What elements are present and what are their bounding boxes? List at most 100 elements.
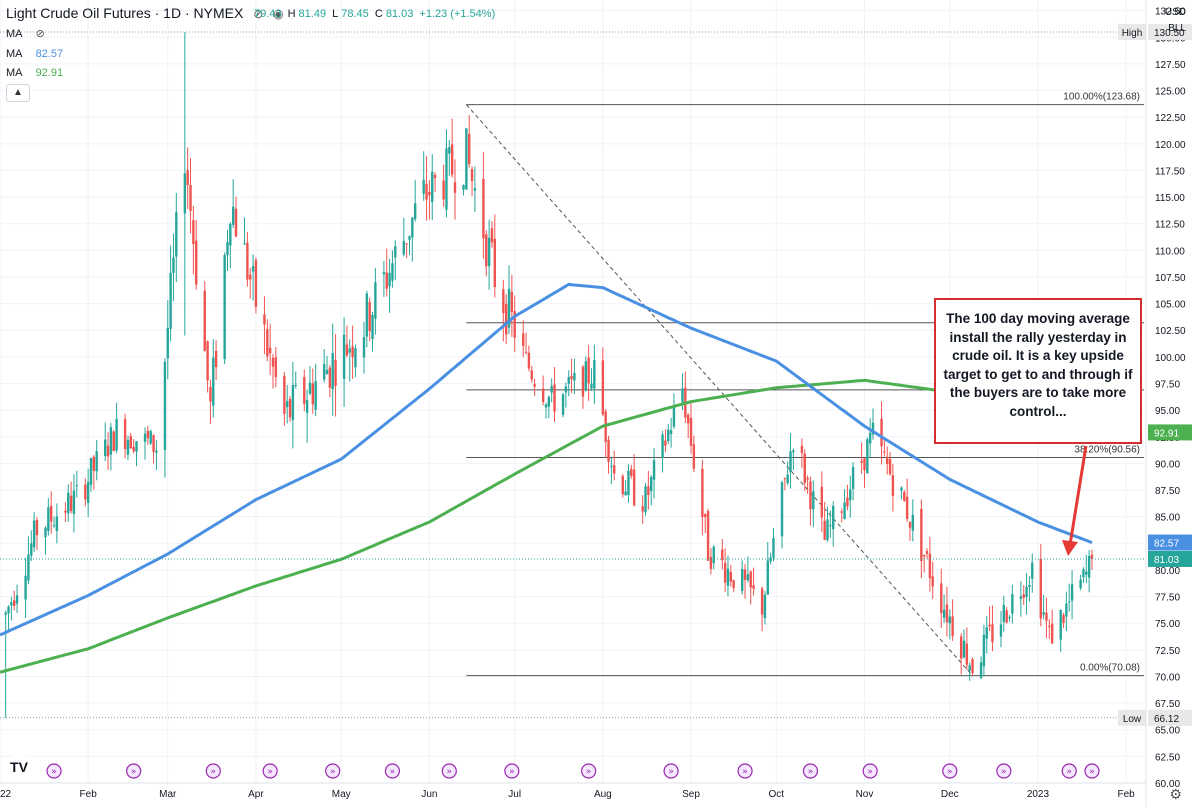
y-tick-label: 110.00 — [1155, 246, 1185, 257]
x-tick-label: Nov — [856, 789, 874, 800]
candle-body — [749, 571, 752, 588]
candle-body — [72, 490, 76, 514]
hidden-eye-icon[interactable]: ⊘ — [35, 28, 45, 40]
candle-body — [704, 514, 707, 518]
candle-body — [7, 606, 10, 614]
candle-body — [229, 223, 232, 246]
candle-body — [849, 489, 852, 501]
eye-icon[interactable]: ◉ — [273, 7, 284, 21]
candle-body — [422, 179, 425, 194]
symbol-title[interactable]: Light Crude Oil Futures · 1D · NYMEX — [6, 5, 244, 21]
candle-body — [627, 471, 630, 496]
candle-body — [979, 662, 983, 679]
candle-body — [243, 243, 246, 245]
ma200-line — [0, 378, 1093, 674]
candle-body — [644, 486, 647, 513]
tradingview-logo-icon[interactable]: TV — [6, 754, 32, 780]
candle-body — [1065, 603, 1068, 617]
event-marker-icon — [384, 763, 401, 779]
price-tag-value: 130.50 — [1154, 28, 1185, 39]
candle-body — [871, 422, 875, 435]
gear-icon[interactable]: ⚙ — [1169, 786, 1182, 802]
candle-body — [607, 439, 610, 462]
candle-body — [999, 624, 1003, 637]
candle-body — [985, 627, 988, 639]
candle-body — [371, 314, 374, 340]
candle-body — [968, 665, 971, 671]
candle-body — [155, 450, 158, 453]
candle-body — [92, 456, 96, 471]
x-tick-label: Apr — [248, 789, 264, 800]
candle-body — [314, 381, 317, 410]
flag-icon[interactable]: ⊘ — [253, 7, 264, 21]
close-value: 81.03 — [385, 8, 414, 20]
candle-body — [965, 643, 969, 665]
candle-body — [223, 254, 226, 360]
candle-body — [786, 474, 789, 484]
y-tick-label: 87.50 — [1155, 486, 1180, 497]
candle-body — [880, 418, 883, 447]
collapse-legend-button[interactable]: ▲ — [6, 84, 30, 102]
candle-body — [840, 511, 843, 513]
candle-body — [533, 383, 536, 387]
x-tick-label: Dec — [941, 789, 959, 800]
candle-body — [462, 185, 465, 190]
arrow-head — [1062, 540, 1078, 556]
candle-body — [195, 240, 198, 285]
candle-body — [942, 609, 946, 618]
candle-body — [186, 170, 189, 186]
candle-body — [328, 367, 332, 388]
candle-body — [886, 456, 889, 465]
indicator-row-ma-hidden[interactable]: MA ⊘ — [6, 27, 45, 40]
candle-body — [686, 414, 690, 424]
event-marker-icon — [581, 763, 597, 779]
candle-body — [342, 334, 346, 379]
candle-body — [769, 557, 772, 562]
event-marker-glyph: » — [586, 767, 592, 777]
candle-body — [126, 439, 130, 455]
candle-body — [106, 445, 110, 457]
candle-body — [368, 302, 371, 332]
candle-body — [345, 344, 349, 356]
candle-body — [35, 520, 39, 536]
candle-body — [408, 236, 411, 240]
y-tick-label: 125.00 — [1155, 87, 1186, 98]
annotation-callout: The 100 day moving average install the r… — [934, 298, 1142, 444]
event-marker-icon — [262, 763, 278, 779]
candle-body — [908, 521, 912, 528]
candle-body — [308, 382, 312, 394]
y-tick-label: 100.00 — [1155, 353, 1186, 364]
candle-body — [922, 554, 926, 557]
price-tag-title-bg — [1118, 23, 1146, 40]
arrow-shaft — [1068, 445, 1088, 546]
candle-body — [593, 360, 596, 389]
event-marker-glyph: » — [131, 767, 137, 777]
fib-level-label: 38.20%(90.56) — [1074, 444, 1140, 455]
candle-body — [388, 272, 391, 287]
candle-body — [268, 347, 272, 354]
candle-body — [246, 242, 249, 280]
candle-body — [723, 563, 727, 583]
candle-body — [988, 624, 991, 627]
y-tick-label: 132.50 — [1155, 7, 1186, 18]
candle-body — [766, 560, 769, 595]
candle-body — [274, 357, 278, 377]
candle-body — [846, 497, 849, 507]
unit-label[interactable]: BLL — [1168, 23, 1186, 34]
candle-body — [135, 441, 138, 452]
indicator-row-ma100[interactable]: MA 82.57 — [6, 48, 63, 60]
candle-body — [365, 293, 369, 337]
currency-label[interactable]: USD — [1164, 7, 1186, 18]
candle-body — [1031, 562, 1034, 579]
candle-body — [362, 337, 366, 358]
candle-body — [672, 406, 676, 427]
candle-body — [1005, 610, 1008, 623]
candle-body — [760, 588, 764, 615]
candle-body — [485, 234, 488, 267]
y-tick-label: 127.50 — [1155, 60, 1186, 71]
indicator-row-ma200[interactable]: MA 92.91 — [6, 67, 63, 79]
candle-body — [590, 383, 593, 389]
candle-body — [385, 272, 388, 289]
price-tag-value: 81.03 — [1154, 555, 1179, 566]
